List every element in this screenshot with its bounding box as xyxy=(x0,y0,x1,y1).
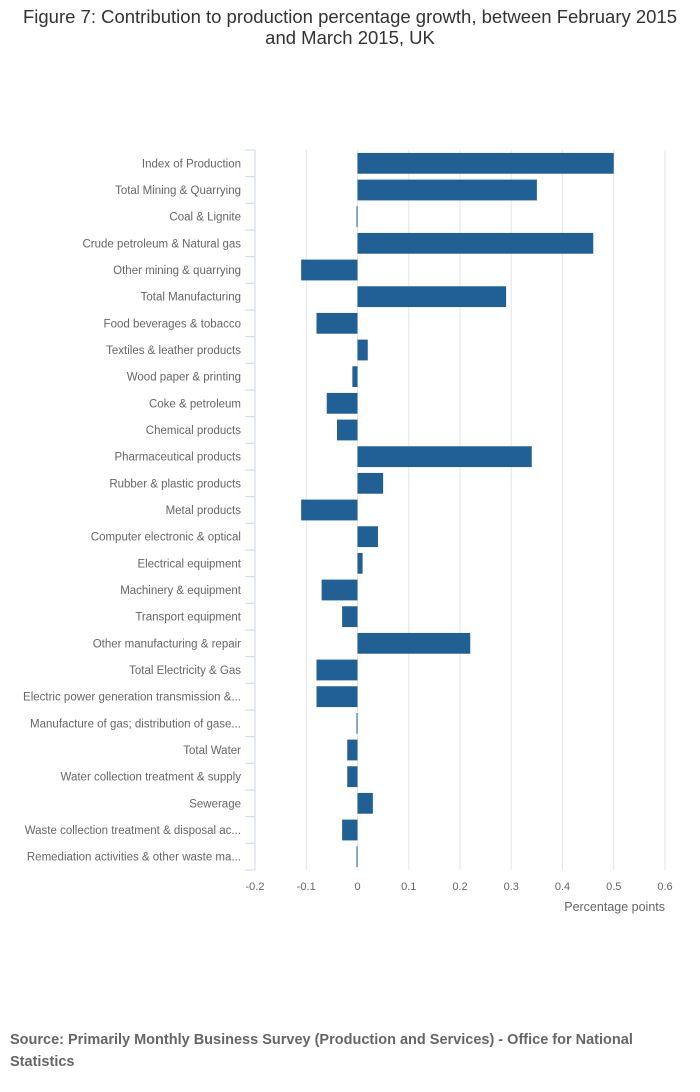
source-note: Source: Primarily Monthly Business Surve… xyxy=(10,1032,633,1070)
bar[interactable] xyxy=(301,499,358,521)
x-tick-label: 0.2 xyxy=(452,881,467,893)
category-label: Index of Production xyxy=(142,158,241,170)
x-tick-label: -0.1 xyxy=(297,881,316,893)
bar[interactable] xyxy=(316,659,358,681)
bar[interactable] xyxy=(326,392,358,414)
category-label: Rubber & plastic products xyxy=(109,478,241,490)
bar[interactable] xyxy=(356,712,358,734)
bar[interactable] xyxy=(357,286,507,308)
category-label: Remediation activities & other waste ma.… xyxy=(27,852,241,864)
bar[interactable] xyxy=(357,179,537,201)
bar[interactable] xyxy=(342,819,358,841)
x-tick-label: 0.4 xyxy=(555,881,570,893)
bar[interactable] xyxy=(347,739,358,761)
category-label: Electrical equipment xyxy=(137,558,241,570)
bar[interactable] xyxy=(357,526,379,548)
category-label: Total Water xyxy=(183,745,241,757)
bar[interactable] xyxy=(357,446,532,468)
x-tick-label: 0.5 xyxy=(606,881,621,893)
bar[interactable] xyxy=(316,312,358,334)
bar[interactable] xyxy=(357,339,368,361)
category-label: Other manufacturing & repair xyxy=(93,638,241,650)
x-axis-title: Percentage points xyxy=(564,900,665,914)
bar[interactable] xyxy=(342,606,358,628)
gridlines xyxy=(305,150,666,870)
bar[interactable] xyxy=(357,632,471,654)
bar[interactable] xyxy=(352,366,358,388)
bar[interactable] xyxy=(316,686,358,708)
category-label: Total Mining & Quarrying xyxy=(115,185,241,197)
bar[interactable] xyxy=(357,472,384,494)
category-label: Chemical products xyxy=(146,425,241,437)
bar[interactable] xyxy=(356,206,358,228)
bar[interactable] xyxy=(321,579,358,601)
category-label: Coal & Lignite xyxy=(169,212,241,224)
category-label: Sewerage xyxy=(189,798,241,810)
category-label: Crude petroleum & Natural gas xyxy=(82,238,241,250)
category-label: Textiles & leather products xyxy=(106,345,241,357)
x-tick-label: 0 xyxy=(354,881,360,893)
category-labels: Index of Production Total Mining & Quarry… xyxy=(23,158,242,863)
category-label: Machinery & equipment xyxy=(120,585,242,597)
x-tick-label: 0.3 xyxy=(504,881,519,893)
category-axis xyxy=(245,149,256,871)
category-label: Water collection treatment & supply xyxy=(61,772,242,784)
bar[interactable] xyxy=(301,259,358,281)
category-label: Pharmaceutical products xyxy=(114,452,241,464)
x-tick-label: -0.2 xyxy=(246,881,265,893)
category-label: Coke & petroleum xyxy=(149,398,241,410)
bar[interactable] xyxy=(337,419,358,441)
x-tick-labels: -0.2 -0.1 0 0.1 0.2 0.3 0.4 0.5 0.6 xyxy=(246,881,673,893)
bars xyxy=(301,152,614,868)
category-label: Total Electricity & Gas xyxy=(129,665,241,677)
category-label: Electric power generation transmission &… xyxy=(23,692,241,704)
category-label: Manufacture of gas; distribution of gase… xyxy=(30,718,241,730)
x-tick-label: 0.1 xyxy=(401,881,416,893)
category-label: Waste collection treatment & disposal ac… xyxy=(25,825,241,837)
bar[interactable] xyxy=(347,766,358,788)
category-label: Wood paper & printing xyxy=(127,372,241,384)
category-label: Other mining & quarrying xyxy=(113,265,241,277)
chart-title: Figure 7: Contribution to production per… xyxy=(22,6,678,48)
bar[interactable] xyxy=(357,232,594,254)
category-label: Food beverages & tobacco xyxy=(104,318,241,330)
bar-chart: Index of Production Total Mining & Quarry… xyxy=(23,149,673,914)
bar[interactable] xyxy=(356,846,358,868)
category-label: Transport equipment xyxy=(135,612,241,624)
category-label: Total Manufacturing xyxy=(141,292,241,304)
bar[interactable] xyxy=(357,792,373,814)
bar[interactable] xyxy=(357,152,614,174)
x-tick-label: 0.6 xyxy=(657,881,672,893)
category-label: Metal products xyxy=(166,505,242,517)
bar[interactable] xyxy=(357,552,363,574)
category-label: Computer electronic & optical xyxy=(91,532,241,544)
